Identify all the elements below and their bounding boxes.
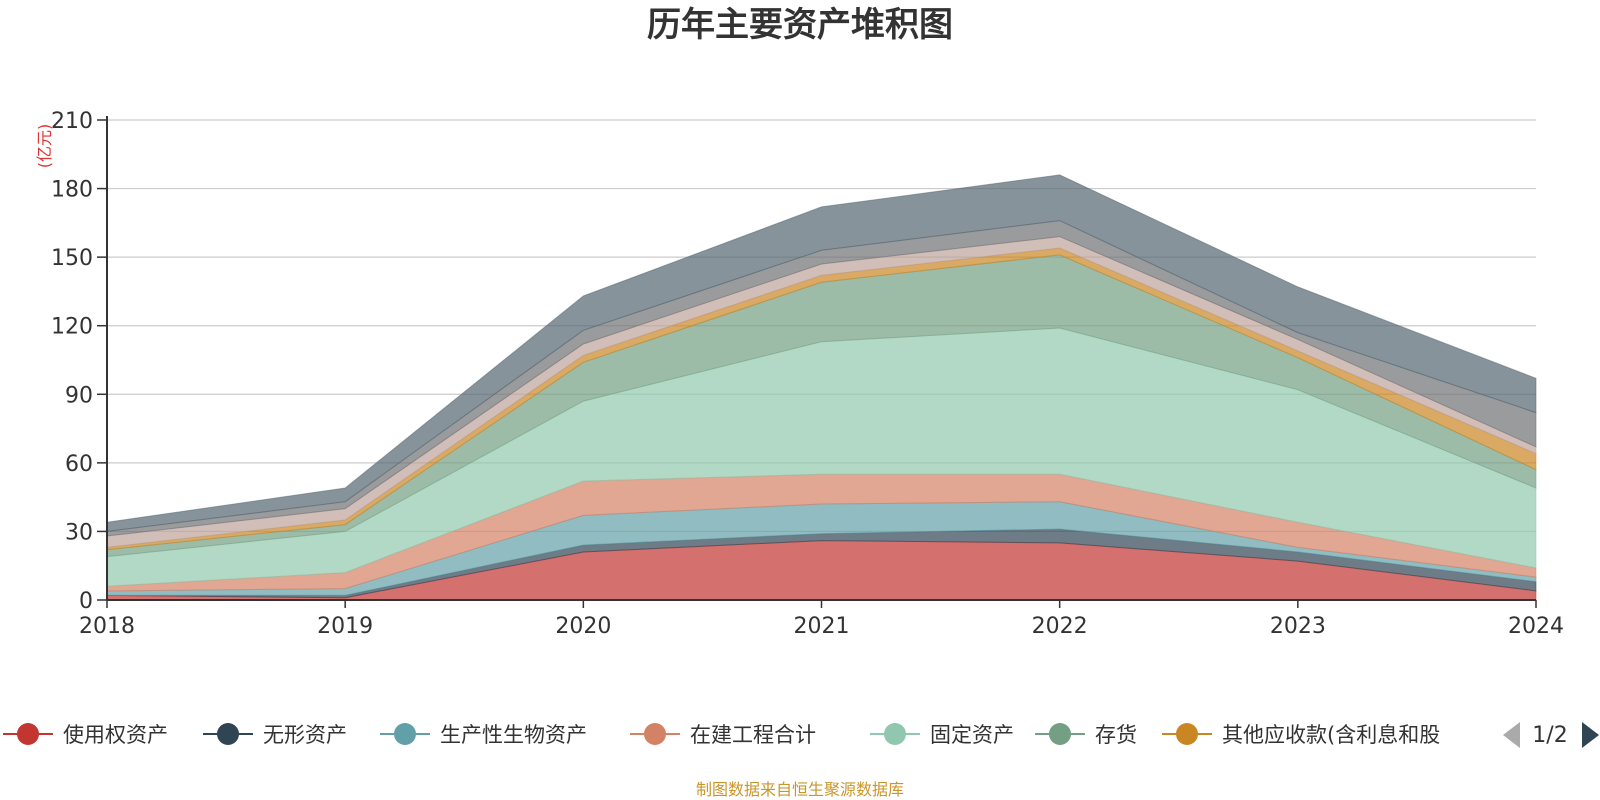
x-tick-label: 2019 (317, 614, 373, 639)
y-tick-label: 90 (65, 383, 93, 408)
legend-label: 其他应收款(含利息和股 (1222, 723, 1440, 747)
legend-label: 使用权资产 (63, 723, 168, 747)
legend-dot-marker (17, 723, 39, 745)
legend-item[interactable]: 固定资产 (870, 723, 1014, 747)
area-series-9 (106, 174, 1537, 532)
legend-next-icon[interactable] (1582, 722, 1599, 748)
legend-label: 存货 (1095, 723, 1137, 747)
legend-item[interactable]: 无形资产 (203, 723, 347, 747)
legend-page-indicator: 1/2 (1532, 723, 1567, 748)
legend-pager: 1/2 (1503, 722, 1599, 748)
legend: 使用权资产 无形资产 生产性生物资产 在建工程合计 固定资产 存货 其他应收款(含利息和股 (3, 723, 1440, 747)
legend-dot-marker (394, 723, 416, 745)
legend-dot-marker (1049, 723, 1071, 745)
legend-item[interactable]: 使用权资产 (3, 723, 168, 747)
legend-label: 生产性生物资产 (440, 723, 587, 747)
legend-dot-marker (884, 723, 906, 745)
y-tick-label: 150 (51, 246, 93, 271)
legend-label: 固定资产 (930, 723, 1014, 747)
legend-dot-marker (217, 723, 239, 745)
y-tick-label: 0 (79, 589, 93, 614)
legend-dot-marker (1176, 723, 1198, 745)
y-tick-label: 30 (65, 520, 93, 545)
legend-label: 在建工程合计 (690, 723, 816, 747)
x-tick-label: 2022 (1032, 614, 1088, 639)
legend-item[interactable]: 其他应收款(含利息和股 (1162, 723, 1440, 747)
stacked-areas (106, 174, 1537, 601)
legend-item[interactable]: 生产性生物资产 (380, 723, 587, 747)
x-tick-label: 2024 (1508, 614, 1564, 639)
legend-label: 无形资产 (263, 723, 347, 747)
x-tick-label: 2020 (555, 614, 611, 639)
chart-title: 历年主要资产堆积图 (647, 5, 953, 45)
y-tick-label: 60 (65, 452, 93, 477)
legend-item[interactable]: 存货 (1035, 723, 1137, 747)
y-tick-label: 180 (51, 178, 93, 203)
x-tick-label: 2021 (794, 614, 850, 639)
x-tick-label: 2023 (1270, 614, 1326, 639)
data-source: 制图数据来自恒生聚源数据库 (696, 780, 904, 799)
x-tick-label: 2018 (79, 614, 135, 639)
axes: 0 30 60 90 120 150 180 210 2018 2019 2020 2021 2022 2… (51, 109, 1564, 639)
legend-prev-icon[interactable] (1503, 722, 1520, 748)
legend-dot-marker (644, 723, 666, 745)
y-tick-label: 210 (51, 109, 93, 134)
y-tick-label: 120 (51, 315, 93, 340)
legend-item[interactable]: 在建工程合计 (630, 723, 816, 747)
y-axis-unit: (亿元) (35, 124, 54, 169)
